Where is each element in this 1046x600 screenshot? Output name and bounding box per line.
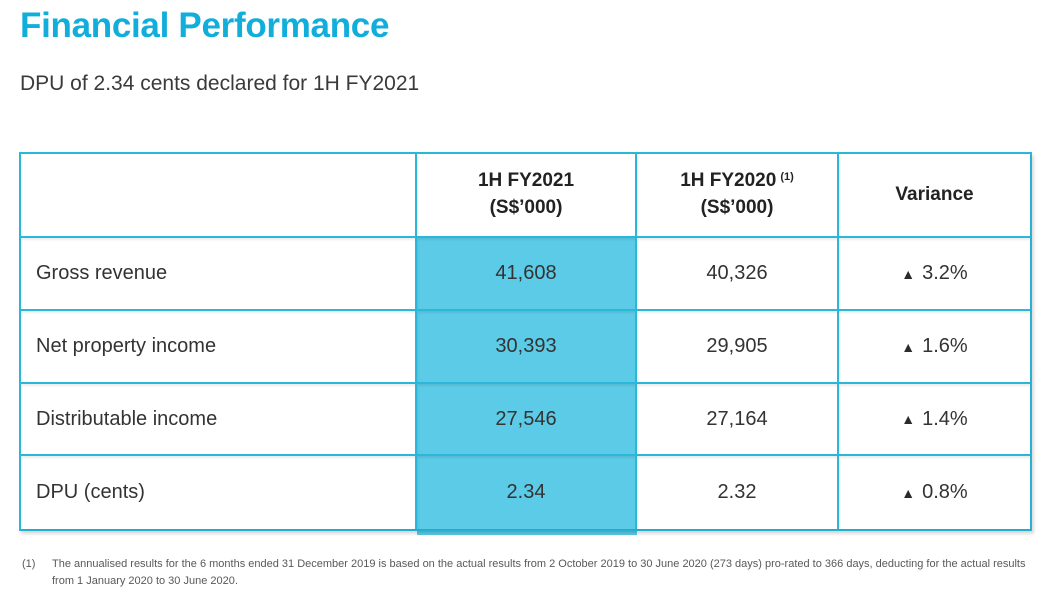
up-triangle-icon: ▲ <box>901 484 916 501</box>
cell-distributable-income-variance: ▲ 1.4% <box>839 384 1030 456</box>
header-fy2020-line1: 1H FY2020 (1) <box>680 168 794 195</box>
up-triangle-icon: ▲ <box>901 411 916 427</box>
row-label-net-property-income: Net property income <box>21 311 417 384</box>
row-label-gross-revenue: Gross revenue <box>21 238 417 311</box>
cell-net-property-income-fy2020: 29,905 <box>637 311 839 384</box>
cell-distributable-income-fy2020: 27,164 <box>637 384 839 456</box>
header-fy2021-line1: 1H FY2021 <box>477 170 575 192</box>
footnote-marker: (1) <box>22 558 36 570</box>
up-triangle-icon: ▲ <box>901 338 916 355</box>
footnote-text: The annualised results for the 6 months … <box>52 558 1026 588</box>
cell-dpu-variance: ▲ 0.8% <box>839 456 1030 529</box>
cell-distributable-income-fy2021: 27,546 <box>417 384 637 456</box>
row-label-dpu-cents: DPU (cents) <box>21 456 417 529</box>
page-title: Financial Performance <box>20 6 390 45</box>
footnote: (1) The annualised results for the 6 mon… <box>22 556 1034 590</box>
up-triangle-icon: ▲ <box>901 265 916 282</box>
variance-value: 0.8% <box>922 481 968 503</box>
variance-value: 1.6% <box>922 335 968 357</box>
page-subtitle: DPU of 2.34 cents declared for 1H FY2021 <box>20 72 420 95</box>
header-empty-cell <box>21 154 417 238</box>
cell-net-property-income-fy2021: 30,393 <box>417 311 637 384</box>
header-fy2020: 1H FY2020 (1) (S$’000) <box>637 154 839 238</box>
footnote-ref-superscript: (1) <box>780 171 794 184</box>
header-fy2021-line2: (S$’000) <box>489 197 563 218</box>
cell-net-property-income-variance: ▲ 1.6% <box>839 311 1030 384</box>
cell-gross-revenue-fy2021: 41,608 <box>417 238 637 311</box>
cell-gross-revenue-variance: ▲ 3.2% <box>839 238 1030 311</box>
header-variance: Variance <box>839 154 1030 238</box>
financial-table-grid: 1H FY2021 (S$’000) 1H FY2020 (1) (S$’000)… <box>19 152 1032 531</box>
row-label-distributable-income: Distributable income <box>21 384 417 456</box>
variance-value: 1.4% <box>922 407 968 430</box>
fy2021-highlight-column <box>417 238 637 535</box>
header-fy2020-line2: (S$’000) <box>700 197 774 218</box>
cell-dpu-fy2021: 2.34 <box>417 456 637 529</box>
cell-dpu-fy2020: 2.32 <box>637 456 839 529</box>
variance-value: 3.2% <box>922 262 968 284</box>
header-fy2021: 1H FY2021 (S$’000) <box>417 154 637 238</box>
header-fy2020-text: 1H FY2020 <box>680 170 777 192</box>
financial-table: 1H FY2021 (S$’000) 1H FY2020 (1) (S$’000)… <box>19 152 1032 535</box>
cell-gross-revenue-fy2020: 40,326 <box>637 238 839 311</box>
